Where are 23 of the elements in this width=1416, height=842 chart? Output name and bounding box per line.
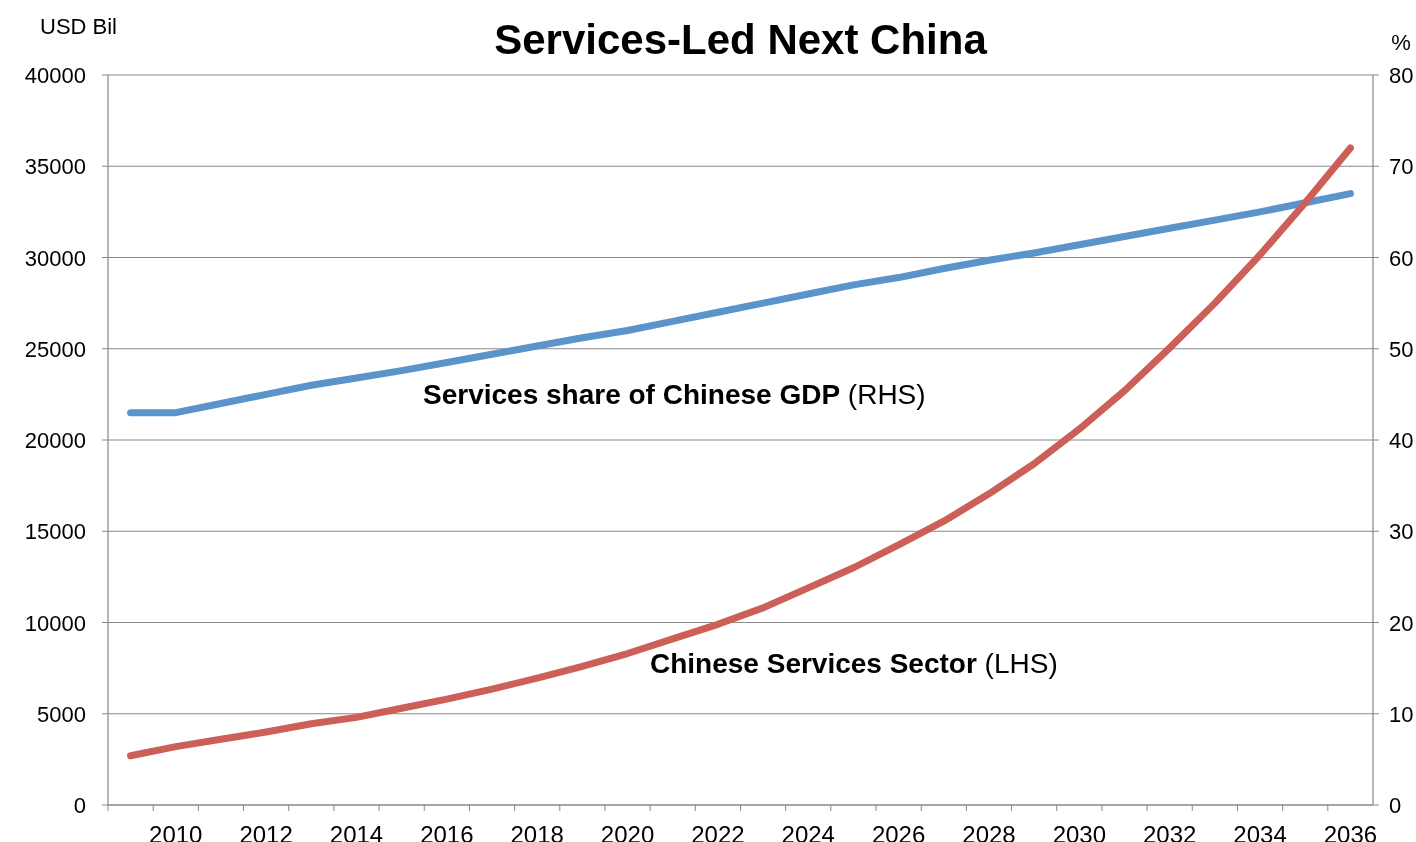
y2-tick-label: 20: [1389, 610, 1414, 636]
y2-tick-label: 30: [1389, 519, 1414, 545]
y2-tick-label: 50: [1389, 336, 1414, 362]
y-tick-label: 35000: [24, 154, 86, 180]
y-tick-label: 5000: [37, 701, 86, 727]
series-label: Services share of Chinese GDP (RHS): [423, 379, 926, 410]
y2-tick-label: 10: [1389, 701, 1414, 727]
y2-axis-title: %: [1391, 30, 1411, 55]
y2-tick-label: 70: [1389, 154, 1414, 180]
y-axis-title: USD Bil: [40, 14, 118, 39]
y-tick-label: 25000: [24, 336, 86, 362]
series-label: Chinese Services Sector (LHS): [650, 648, 1058, 679]
chart-title: Services-Led Next China: [494, 16, 988, 63]
y-tick-label: 40000: [24, 63, 86, 88]
y-tick-label: 15000: [24, 519, 86, 545]
y-tick-label: 0: [73, 793, 86, 818]
y2-tick-label: 60: [1389, 245, 1414, 271]
y-tick-label: 10000: [24, 610, 86, 636]
y-tick-label: 20000: [24, 428, 86, 453]
y2-tick-label: 0: [1389, 793, 1402, 818]
y2-tick-label: 80: [1389, 63, 1414, 88]
y2-tick-label: 40: [1389, 428, 1414, 453]
y-tick-label: 30000: [24, 245, 86, 271]
